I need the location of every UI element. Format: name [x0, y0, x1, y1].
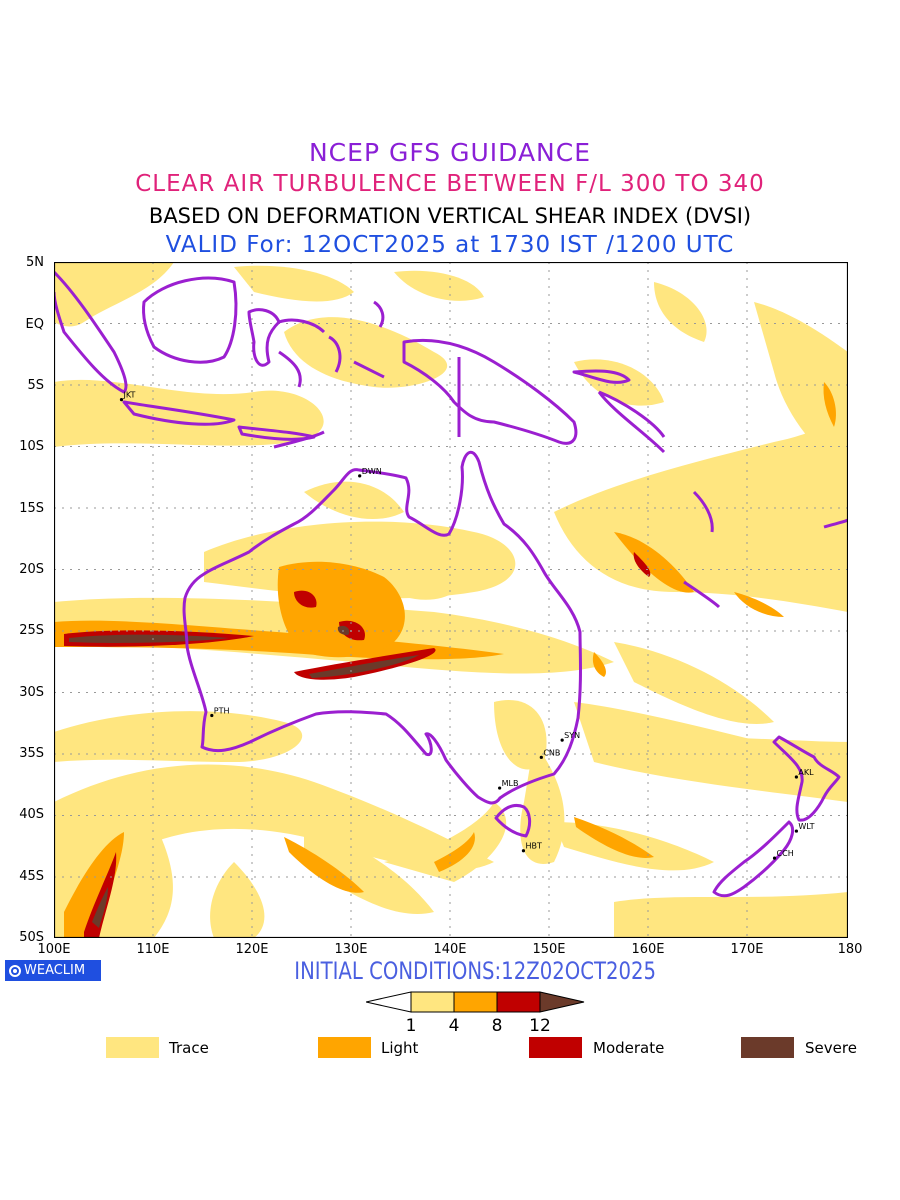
colorbar-severe-arrow [539, 991, 585, 1013]
new-guinea-coast [402, 338, 578, 445]
map-frame [54, 262, 848, 938]
lat-label: 15S [19, 501, 44, 516]
java-coast [122, 400, 236, 426]
station-label-hbt: HBT [525, 842, 542, 851]
weaclim-logo-icon [9, 964, 21, 977]
station-label-cch: CCH [777, 849, 794, 858]
colorbar-low-arrow [366, 991, 412, 1013]
lat-label: 50S [19, 930, 44, 945]
lat-label: 35S [19, 746, 44, 761]
station-label-akl: AKL [798, 768, 814, 777]
lon-label: 120E [235, 942, 269, 957]
chart-valid-time: VALID For: 12OCT2025 at 1730 IST /1200 U… [165, 232, 735, 258]
legend-label-light: Light [381, 1039, 419, 1057]
lat-label: 10S [19, 439, 44, 454]
legend-swatch-trace [106, 1037, 159, 1058]
station-dot-cch [772, 856, 777, 860]
colorbar-tick: 8 [491, 1016, 503, 1036]
station-label-syn: SYN [564, 731, 580, 740]
borneo-coast [142, 276, 238, 364]
legend-label-moderate: Moderate [593, 1039, 665, 1057]
logo-text: WEACLIM [24, 963, 86, 978]
station-dot-jkt [119, 398, 124, 402]
station-label-mlb: MLB [502, 779, 519, 788]
colorbar-tick: 1 [405, 1016, 417, 1036]
colorbar-light [453, 991, 498, 1013]
station-dot-dwn [358, 474, 362, 478]
station-label-pth: PTH [214, 707, 230, 716]
colorbar-moderate [496, 991, 541, 1013]
tasmania-coast [494, 803, 532, 838]
trace-areas [54, 262, 848, 938]
weaclim-logo: WEACLIM [5, 960, 101, 981]
lon-label: 110E [136, 942, 170, 957]
station-label-jkt: JKT [122, 391, 135, 400]
lat-label: 40S [19, 807, 44, 822]
station-dot-cnb [539, 755, 543, 759]
station-markers: JKT DWN PTH SYN CNB MLB HBT AKL WLT CCH [119, 391, 815, 860]
lat-label: 20S [19, 562, 44, 577]
lon-label: 100E [37, 942, 71, 957]
legend-swatch-severe [741, 1037, 794, 1058]
light-areas [54, 382, 836, 938]
lon-label: 140E [433, 942, 467, 957]
colorbar-tick: 12 [529, 1016, 551, 1036]
lat-label: 30S [19, 685, 44, 700]
lat-label: EQ [25, 317, 44, 332]
colorbar-tick: 4 [448, 1016, 460, 1036]
new-zealand-south-coast [712, 820, 795, 898]
turbulence-map: JKT DWN PTH SYN CNB MLB HBT AKL WLT CCH [54, 262, 848, 938]
legend-swatch-light [318, 1037, 371, 1058]
legend-label-trace: Trace [169, 1039, 209, 1057]
station-dot-syn [560, 738, 564, 742]
lon-label: 160E [631, 942, 665, 957]
station-dot-akl [794, 775, 798, 779]
chart-method: BASED ON DEFORMATION VERTICAL SHEAR INDE… [148, 204, 752, 228]
severe-areas [69, 625, 419, 928]
lon-label: 170E [730, 942, 764, 957]
chart-subtitle: CLEAR AIR TURBULENCE BETWEEN F/L 300 TO … [135, 171, 765, 197]
station-dot-mlb [498, 786, 502, 790]
initial-conditions: INITIAL CONDITIONS:12Z02OCT2025 [294, 957, 657, 985]
australia-coast [182, 450, 582, 805]
map-grid [54, 262, 848, 938]
lat-label: 5N [26, 255, 44, 270]
coastlines [54, 270, 848, 898]
legend-swatch-moderate [529, 1037, 582, 1058]
lon-label: 150E [532, 942, 566, 957]
station-label-wlt: WLT [798, 822, 814, 831]
lon-label: 180 [837, 942, 863, 957]
station-label-cnb: CNB [543, 748, 560, 757]
sulawesi-coast [247, 308, 281, 367]
lat-label: 45S [19, 869, 44, 884]
station-dot-pth [210, 713, 214, 718]
lat-label: 25S [19, 623, 44, 638]
lat-label: 5S [27, 378, 44, 393]
legend-label-severe: Severe [805, 1039, 857, 1057]
station-dot-wlt [794, 829, 798, 833]
new-zealand-north-coast [772, 735, 841, 822]
chart-title: NCEP GFS GUIDANCE [308, 138, 591, 167]
station-dot-hbt [521, 849, 526, 853]
lon-label: 130E [334, 942, 368, 957]
colorbar [366, 991, 585, 1013]
station-label-dwn: DWN [362, 467, 382, 476]
sumatra-coast [54, 270, 128, 394]
colorbar-trace [410, 991, 455, 1013]
